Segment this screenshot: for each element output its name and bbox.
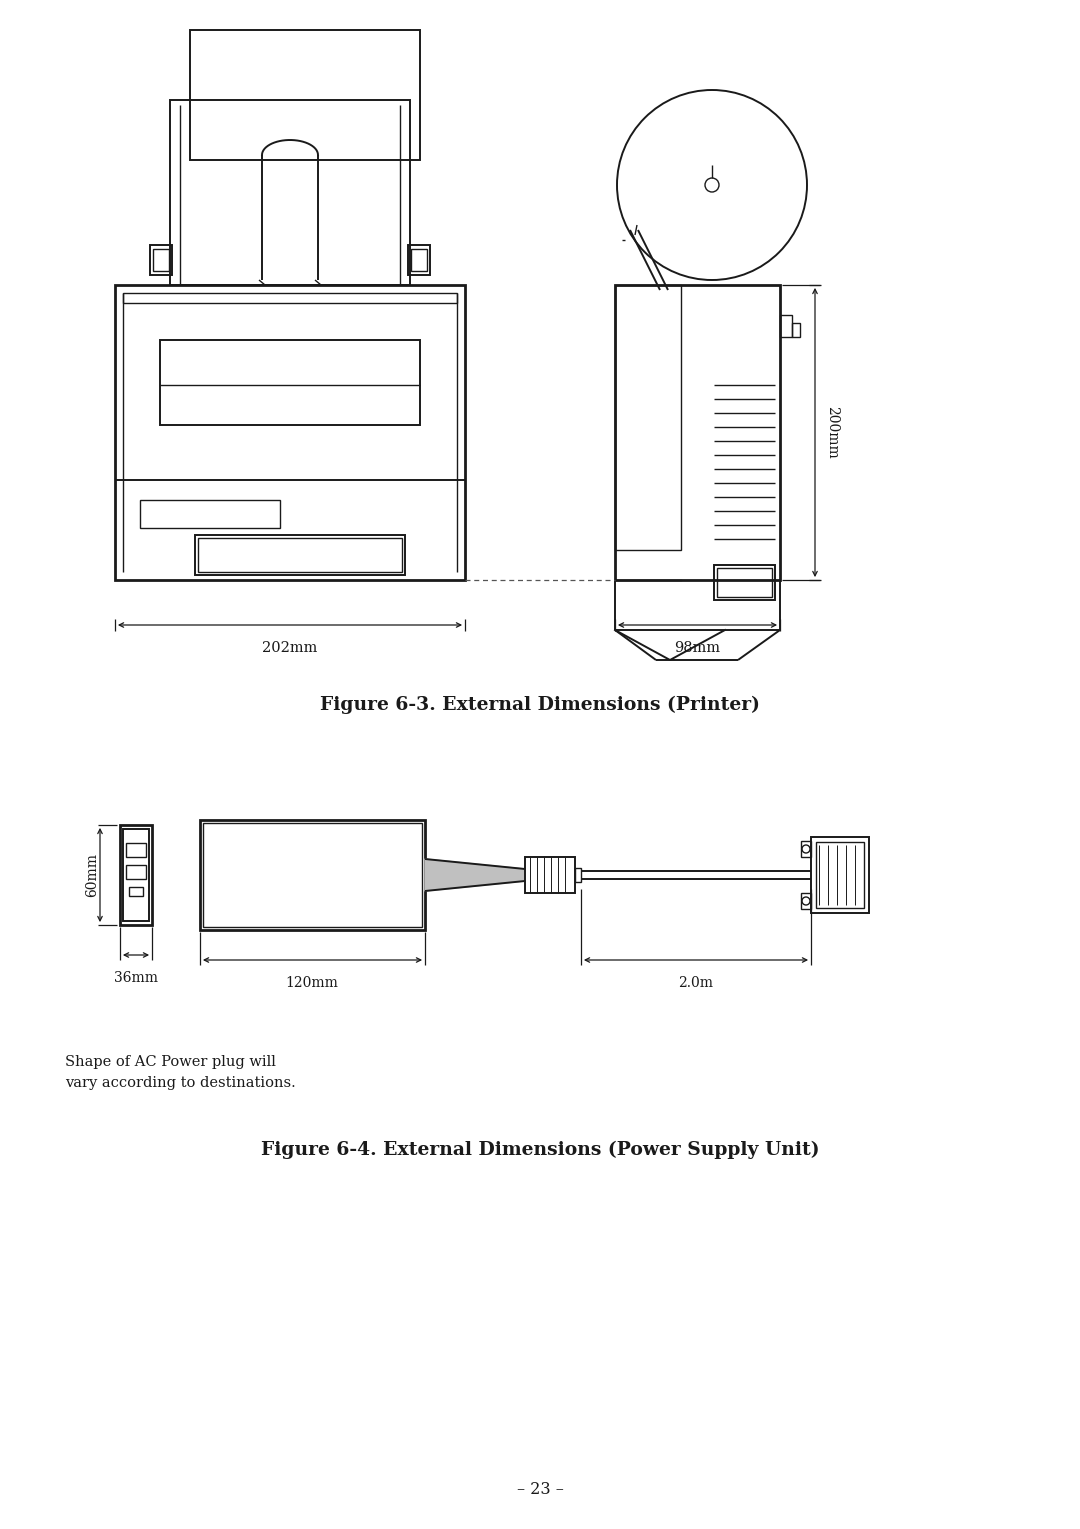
Text: 36mm: 36mm (114, 971, 158, 985)
Bar (801, 893, 811, 910)
Bar (160, 339, 420, 425)
Text: 202mm: 202mm (262, 641, 318, 654)
Bar (153, 249, 168, 271)
Bar (575, 868, 581, 882)
Bar (126, 842, 146, 856)
Text: – 23 –: – 23 – (516, 1482, 564, 1498)
Bar (195, 535, 405, 575)
Text: Figure 6-4. External Dimensions (Power Supply Unit): Figure 6-4. External Dimensions (Power S… (260, 1141, 820, 1159)
Text: Shape of AC Power plug will
vary according to destinations.: Shape of AC Power plug will vary accordi… (65, 1055, 296, 1090)
Bar (408, 245, 430, 275)
Bar (792, 323, 800, 336)
Bar (198, 538, 402, 572)
Bar (525, 856, 575, 893)
Polygon shape (426, 859, 525, 891)
Bar (129, 887, 143, 896)
Bar (615, 284, 780, 579)
Text: 200mm: 200mm (825, 407, 839, 459)
Bar (140, 500, 280, 528)
Bar (801, 841, 811, 856)
Text: Figure 6-3. External Dimensions (Printer): Figure 6-3. External Dimensions (Printer… (320, 696, 760, 714)
Bar (126, 865, 146, 879)
Bar (615, 284, 681, 550)
Bar (811, 836, 869, 913)
Bar (150, 245, 172, 275)
Bar (123, 294, 457, 303)
Bar (816, 842, 864, 908)
Bar (123, 829, 149, 920)
Text: 2.0m: 2.0m (678, 976, 714, 989)
Bar (120, 826, 152, 925)
Bar (200, 820, 426, 930)
Text: 60mm: 60mm (85, 853, 99, 898)
Bar (203, 823, 422, 927)
Bar (190, 31, 420, 161)
Bar (780, 315, 792, 336)
Text: 120mm: 120mm (285, 976, 338, 989)
Bar (714, 566, 775, 599)
Bar (114, 284, 465, 579)
Text: 98mm: 98mm (674, 641, 720, 654)
Bar (170, 99, 410, 284)
Bar (717, 567, 772, 596)
Bar (411, 249, 427, 271)
